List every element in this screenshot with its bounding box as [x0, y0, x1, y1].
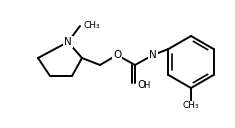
Text: N: N	[149, 50, 157, 60]
Text: O: O	[113, 50, 121, 60]
Text: CH₃: CH₃	[84, 22, 101, 30]
Text: H: H	[143, 81, 149, 89]
Text: CH₃: CH₃	[183, 102, 199, 110]
Text: N: N	[64, 37, 72, 47]
Text: O: O	[137, 80, 145, 90]
